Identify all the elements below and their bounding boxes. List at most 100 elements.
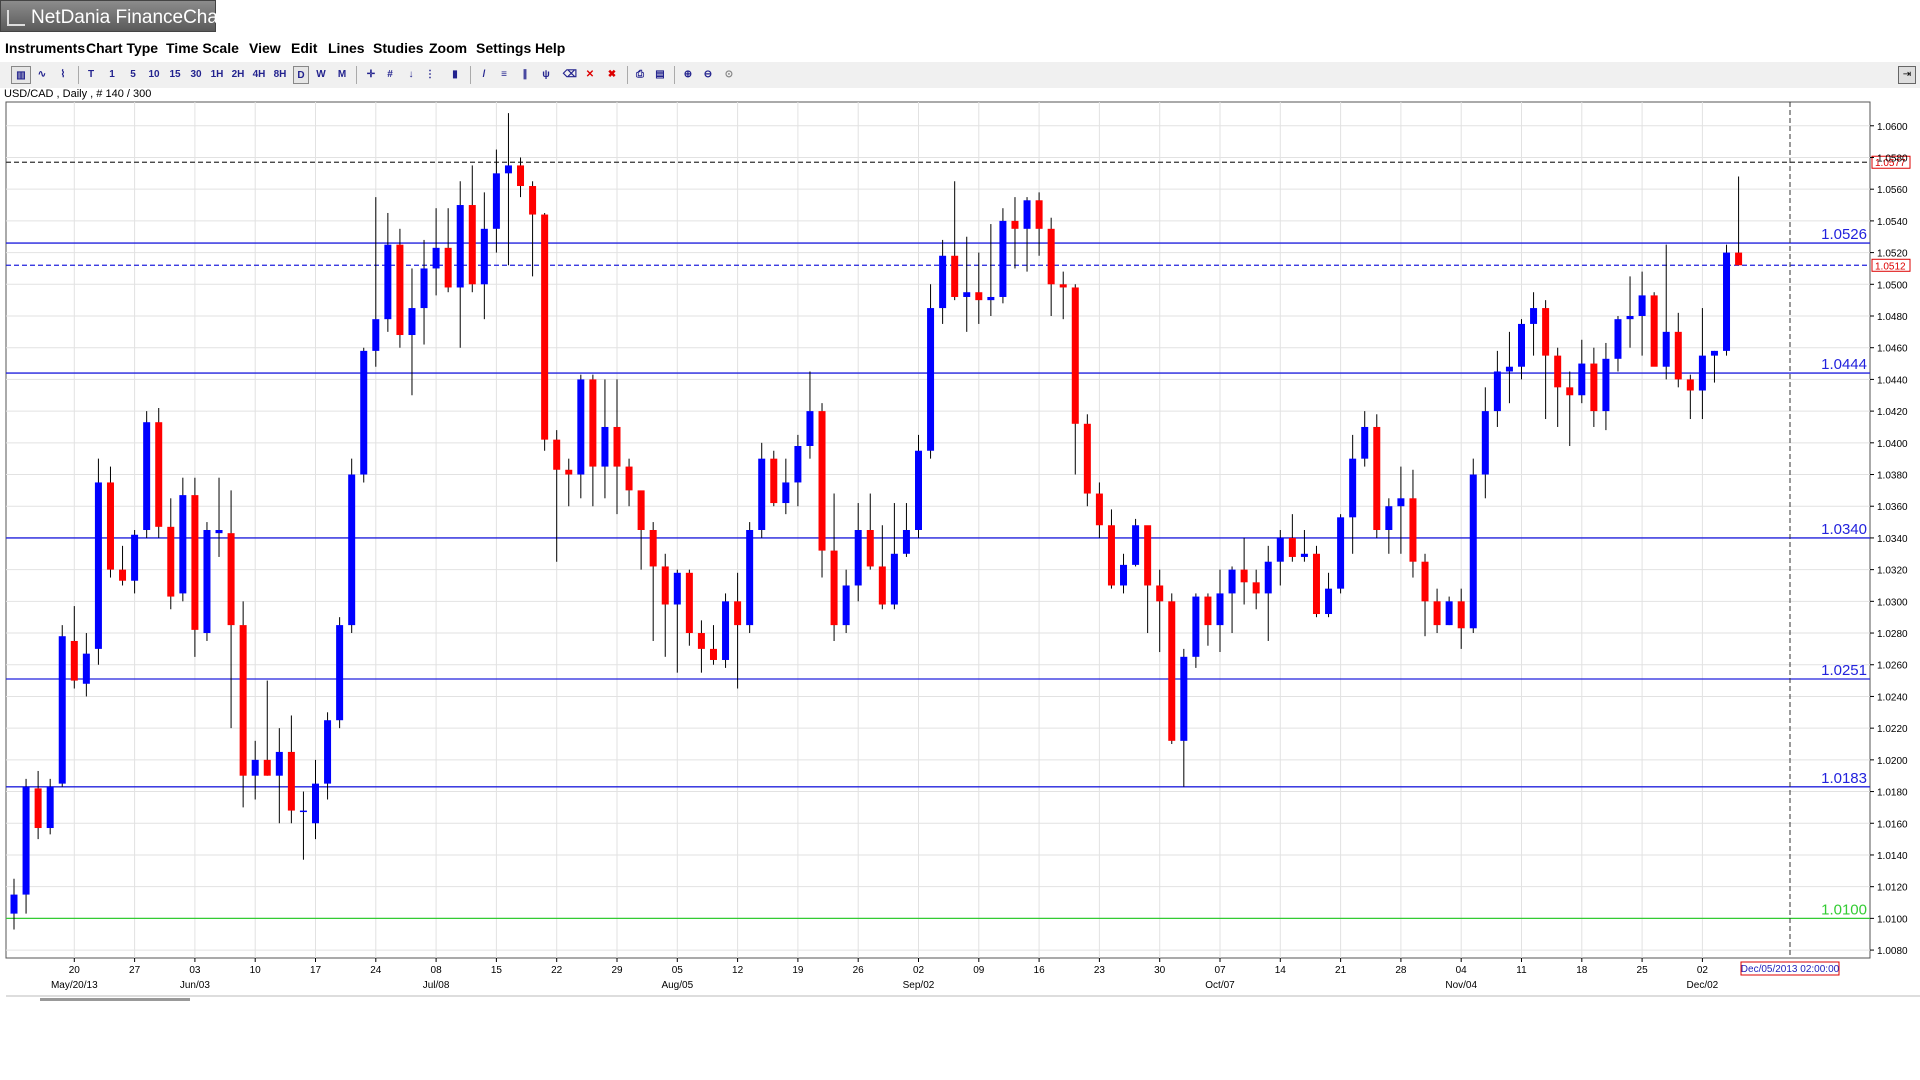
candle (143, 411, 151, 538)
candle (1288, 514, 1296, 562)
candle-body (179, 495, 187, 594)
candle-body (1095, 493, 1103, 526)
channel-icon[interactable]: ∥ (522, 69, 528, 80)
timeframe-m-button[interactable]: M (337, 69, 347, 80)
timeframe-15-button[interactable]: 15 (169, 69, 181, 80)
candle-body (987, 296, 995, 301)
candle-body (396, 244, 404, 336)
y-tick-label: 1.0600 (1877, 122, 1908, 133)
grid-icon[interactable]: # (387, 69, 393, 80)
timeframe-4h-button[interactable]: 4H (252, 69, 266, 80)
candle (1228, 566, 1236, 634)
candle-body (709, 648, 717, 660)
line-chart-icon[interactable]: ⌇ (60, 69, 66, 80)
menu-time-scale[interactable]: Time Scale (166, 40, 239, 56)
candle-body (1276, 537, 1284, 562)
candle (685, 569, 693, 646)
candle (1638, 271, 1646, 356)
menu-lines[interactable]: Lines (328, 40, 365, 56)
candle-body (890, 553, 898, 605)
candle (1023, 197, 1031, 272)
candle-body (22, 786, 30, 895)
menu-help[interactable]: Help (535, 40, 566, 56)
timeframe-10-button[interactable]: 10 (148, 69, 160, 80)
candle (927, 284, 935, 459)
cursor-date-label: Dec/05/2013 02:00:00 (1741, 964, 1840, 975)
candle-body (902, 530, 910, 554)
candle (227, 490, 235, 729)
x-tick-label: 02 (913, 965, 925, 976)
y-tick-label: 1.0140 (1877, 851, 1908, 862)
timeframe-1h-button[interactable]: 1H (210, 69, 224, 80)
candle-body (577, 379, 585, 475)
candle (697, 620, 705, 673)
crosshair-icon[interactable]: ✛ (366, 69, 376, 80)
app-logo-icon (7, 10, 25, 26)
candle-body (1650, 295, 1658, 367)
level-label: 1.0340 (1821, 521, 1867, 538)
menu-chart-type[interactable]: Chart Type (86, 40, 159, 56)
candle-body (1433, 601, 1441, 626)
candle-body (866, 530, 874, 567)
zoom-reset-icon[interactable]: ⊙ (724, 69, 734, 80)
candle (82, 633, 90, 697)
timeframe-2h-button[interactable]: 2H (231, 69, 245, 80)
y-tick-label: 1.0360 (1877, 502, 1908, 513)
menu-view[interactable]: View (249, 40, 281, 56)
candle-body (287, 751, 295, 811)
timeframe-w-button[interactable]: W (316, 69, 326, 80)
pitchfork-icon[interactable]: ψ (542, 69, 550, 80)
studies-icon[interactable]: ⋮ (425, 69, 435, 80)
delete-icon[interactable]: ✕ (585, 69, 595, 80)
candle-body (1047, 228, 1055, 285)
chart-type-icon[interactable]: ▥ (11, 66, 31, 84)
candle-body (336, 625, 344, 721)
candle-body (878, 566, 886, 605)
indicator-icon[interactable]: ∿ (37, 69, 47, 80)
eraser-icon[interactable]: ⌫ (562, 69, 578, 80)
candle (637, 490, 645, 570)
candle-body (517, 165, 525, 187)
y-tick-label: 1.0520 (1877, 249, 1908, 260)
panel-toggle-icon[interactable]: ⇥ (1898, 66, 1916, 84)
timeframe-t-button[interactable]: T (87, 69, 95, 80)
zoom-in-icon[interactable]: ⊕ (683, 69, 693, 80)
candle-body (106, 482, 114, 570)
candle-body (1192, 596, 1200, 657)
trendline-icon[interactable]: / (482, 69, 486, 80)
candle (1035, 192, 1043, 256)
candle-body (830, 550, 838, 626)
delete-all-icon[interactable]: ✖ (607, 69, 617, 80)
timeframe-1-button[interactable]: 1 (109, 69, 115, 80)
menu-zoom[interactable]: Zoom (429, 40, 468, 56)
candle-body (927, 308, 935, 451)
menu-edit[interactable]: Edit (291, 40, 318, 56)
candle (1530, 292, 1538, 356)
volume-icon[interactable]: ▮ (452, 69, 458, 80)
candle (372, 197, 380, 367)
month-label: May/20/13 (51, 980, 98, 991)
fibonacci-icon[interactable]: ≡ (501, 69, 507, 80)
zoom-out-icon[interactable]: ⊖ (703, 69, 713, 80)
candle (939, 239, 947, 324)
candle (1674, 312, 1682, 388)
candle-body (1735, 252, 1743, 266)
candle (287, 715, 295, 824)
timeframe-8h-button[interactable]: 8H (273, 69, 287, 80)
print-icon[interactable]: ⎙ (636, 69, 644, 80)
candle (1192, 593, 1200, 668)
cursor-icon[interactable]: ↓ (408, 69, 414, 80)
candle (1132, 518, 1140, 567)
menu-settings[interactable]: Settings (476, 40, 532, 56)
menu-studies[interactable]: Studies (373, 40, 424, 56)
y-tick-label: 1.0400 (1877, 439, 1908, 450)
candle (529, 181, 537, 277)
menu-instruments[interactable]: Instruments (5, 40, 86, 56)
candle (1325, 572, 1333, 618)
timeframe-30-button[interactable]: 30 (190, 69, 202, 80)
candle-body (1168, 601, 1176, 741)
timeframe-d-button[interactable]: D (293, 66, 309, 84)
timeframe-5-button[interactable]: 5 (130, 69, 136, 80)
print-preview-icon[interactable]: ▤ (655, 69, 665, 80)
